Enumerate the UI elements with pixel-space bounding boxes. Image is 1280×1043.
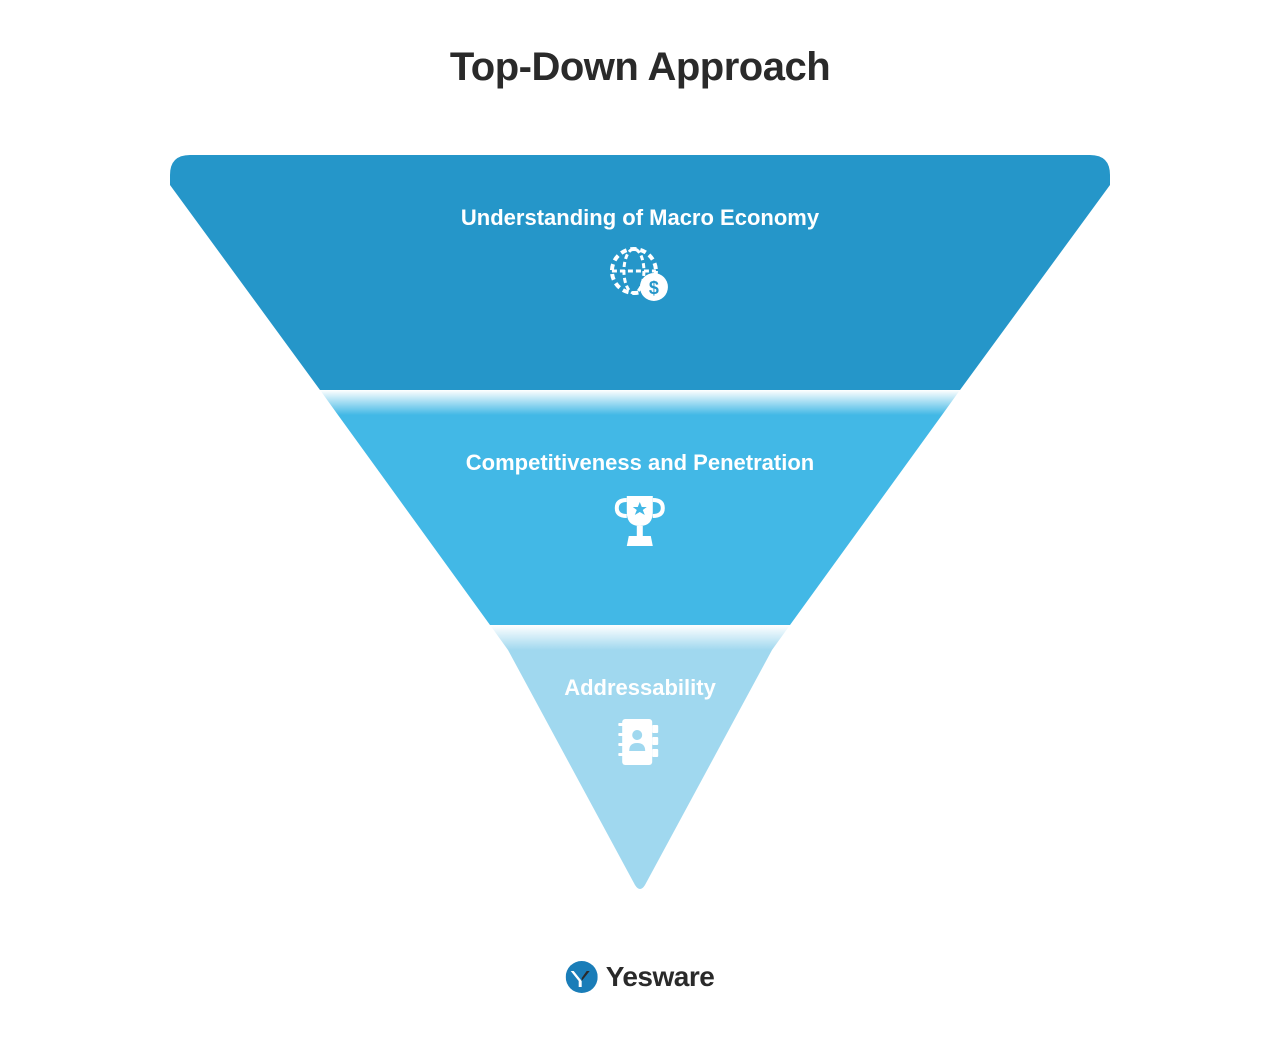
globe-dollar-icon: $ [610,247,670,303]
funnel-segment-2-content: Competitiveness and Penetration [466,450,814,555]
funnel-gap-2 [490,625,790,650]
trophy-star-icon [613,492,667,550]
address-book-icon [618,717,662,767]
funnel-segment-2-label: Competitiveness and Penetration [466,450,814,476]
yesware-logo-icon [566,961,598,993]
funnel-segment-1-content: Understanding of Macro Economy $ [461,205,819,308]
funnel-gap-1 [320,390,960,415]
brand-logo-text: Yesware [606,961,715,993]
svg-text:$: $ [649,278,659,298]
funnel-diagram: Understanding of Macro Economy $ Competi… [170,155,1110,905]
funnel-segment-3-label: Addressability [564,675,716,701]
funnel-segment-1-label: Understanding of Macro Economy [461,205,819,231]
funnel-segment-3-content: Addressability [564,675,716,772]
brand-logo: Yesware [566,961,715,993]
page-title: Top-Down Approach [0,0,1280,90]
